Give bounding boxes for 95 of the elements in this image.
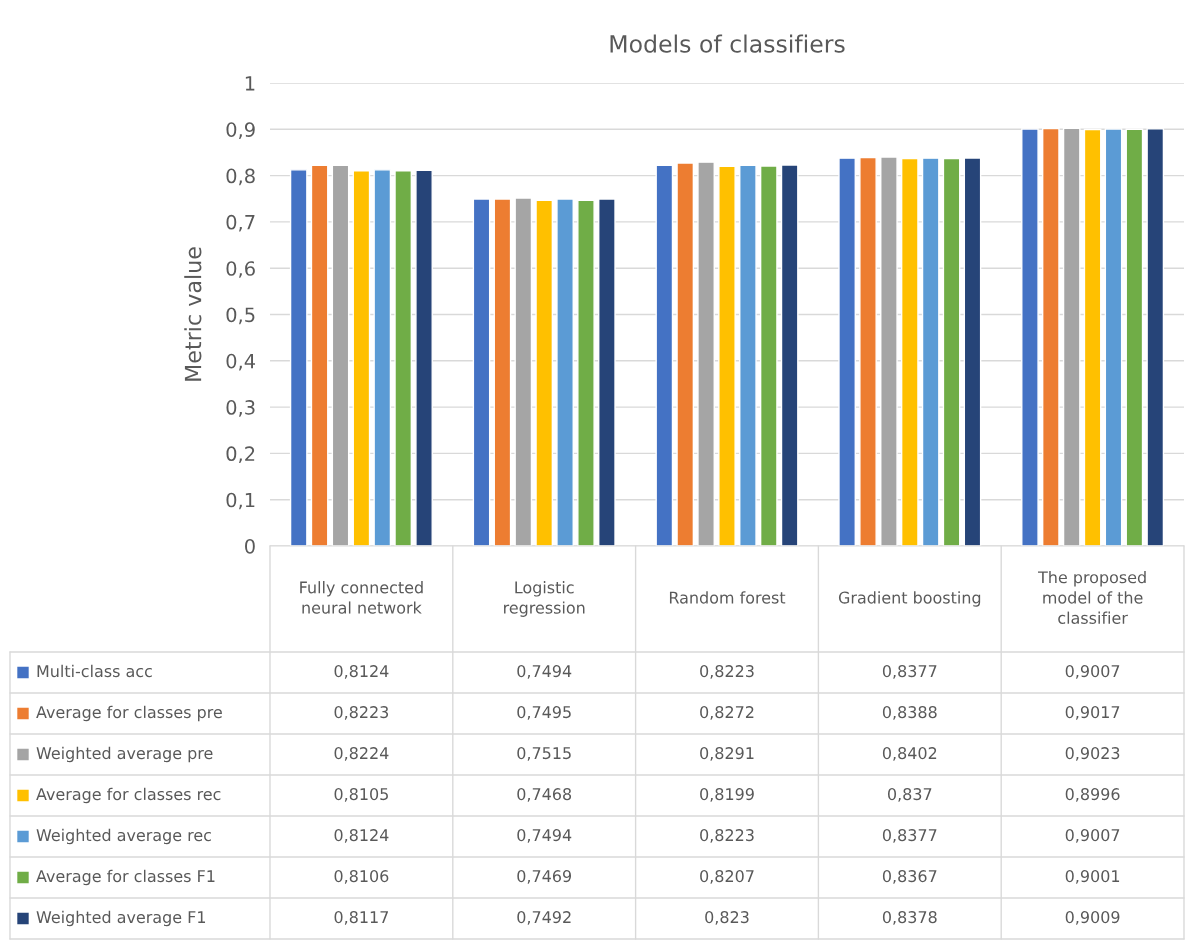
- bar: [1041, 127, 1060, 546]
- x-tick-label: Logistic regression: [504, 581, 585, 617]
- data-label: 0,7468: [517, 788, 572, 802]
- data-label: 0,8291: [700, 747, 754, 761]
- bar: [718, 165, 736, 546]
- data-label: 0,8272: [700, 706, 754, 720]
- y-tick-label: 0,3: [226, 400, 255, 417]
- data-label: 0,7494: [517, 665, 572, 679]
- bar: [472, 198, 491, 546]
- y-tick-label: 0,8: [226, 168, 255, 186]
- bar: [394, 169, 413, 546]
- data-label: 0,8224: [334, 747, 389, 761]
- data-label: 0,8388: [882, 706, 937, 720]
- bar: [838, 157, 856, 546]
- bar: [942, 157, 961, 546]
- bar: [310, 164, 329, 546]
- y-tick-label: 1: [245, 76, 255, 91]
- data-label: 0,8402: [882, 747, 937, 761]
- bar: [598, 198, 616, 546]
- data-label: 0,9009: [1065, 911, 1120, 925]
- bar: [556, 198, 574, 546]
- legend-label: Multi-class acc: [37, 664, 152, 678]
- legend-label: Weighted average rec: [36, 828, 211, 845]
- bar: [880, 156, 898, 546]
- data-label: 0,7495: [517, 706, 571, 720]
- data-label: 0,823: [705, 911, 749, 925]
- data-label: 0,9007: [1065, 829, 1120, 843]
- y-tick-label: 0,2: [226, 446, 255, 464]
- bar: [655, 164, 674, 546]
- bar: [1125, 128, 1144, 546]
- bar: [759, 165, 778, 546]
- x-tick-label: The proposed model of the classifier: [1038, 570, 1146, 624]
- data-label: 0,9001: [1065, 870, 1120, 884]
- bar: [1062, 127, 1081, 546]
- y-tick-label: 0: [245, 538, 255, 554]
- bar: [780, 164, 799, 546]
- data-label: 0,8378: [882, 911, 937, 925]
- bar: [373, 169, 392, 546]
- data-label: 0,8996: [1065, 788, 1120, 802]
- data-label: 0,8105: [334, 788, 388, 802]
- bar: [921, 157, 940, 546]
- data-label: 0,837: [887, 788, 932, 802]
- y-tick-label: 0,5: [226, 307, 255, 325]
- bar: [739, 164, 757, 546]
- y-tick-label: 0,6: [226, 261, 255, 278]
- bar: [493, 198, 512, 546]
- bar: [676, 162, 695, 546]
- data-label: 0,8124: [334, 829, 389, 843]
- y-tick-label: 0,9: [226, 122, 255, 139]
- data-label: 0,9023: [1065, 747, 1120, 761]
- bar: [514, 197, 533, 546]
- data-label: 0,8124: [334, 665, 389, 679]
- bar: [1146, 128, 1165, 546]
- data-label: 0,8199: [700, 788, 754, 802]
- bar: [900, 157, 919, 546]
- data-label: 0,7515: [517, 747, 571, 761]
- legend-label: Weighted average F1: [36, 910, 206, 927]
- bar: [352, 170, 371, 546]
- bar: [331, 164, 350, 546]
- bar: [1104, 128, 1123, 546]
- data-label: 0,8117: [334, 911, 388, 925]
- data-label: 0,8223: [700, 665, 754, 679]
- bar: [535, 199, 554, 546]
- data-label: 0,8377: [882, 829, 937, 843]
- bar: [1083, 128, 1102, 546]
- data-label: 0,8377: [882, 665, 937, 679]
- bar: [1021, 128, 1039, 546]
- x-tick-label: Random forest: [669, 591, 786, 604]
- x-tick-label: Fully connected neural network: [300, 581, 423, 614]
- bar: [289, 169, 308, 546]
- data-label: 0,9007: [1065, 665, 1120, 679]
- bar: [577, 199, 595, 546]
- bar: [963, 157, 982, 546]
- legend-label: Average for classes pre: [36, 705, 222, 722]
- data-label: 0,8223: [334, 706, 389, 720]
- y-tick-label: 0,7: [226, 214, 255, 232]
- data-label: 0,9017: [1065, 706, 1120, 720]
- y-tick-label: 0,1: [226, 492, 255, 510]
- data-label: 0,8207: [700, 870, 754, 884]
- bar: [415, 169, 433, 546]
- data-label: 0,8223: [700, 829, 754, 843]
- data-label: 0,8106: [334, 870, 389, 884]
- legend-label: Average for classes rec: [36, 787, 221, 804]
- data-label: 0,7492: [517, 911, 571, 925]
- y-tick-label: 0,4: [226, 353, 256, 371]
- x-tick-label: Gradient boosting: [838, 591, 981, 607]
- chart-title: Models of classifiers: [610, 34, 845, 53]
- legend-label: Weighted average pre: [36, 746, 213, 763]
- data-label: 0,7469: [517, 870, 572, 884]
- legend-label: Average for classes F1: [36, 869, 215, 886]
- bar: [697, 161, 715, 546]
- data-label: 0,7494: [517, 829, 572, 843]
- y-axis-title: Metric value: [184, 247, 202, 381]
- data-label: 0,8367: [882, 870, 937, 884]
- bar: [859, 156, 877, 546]
